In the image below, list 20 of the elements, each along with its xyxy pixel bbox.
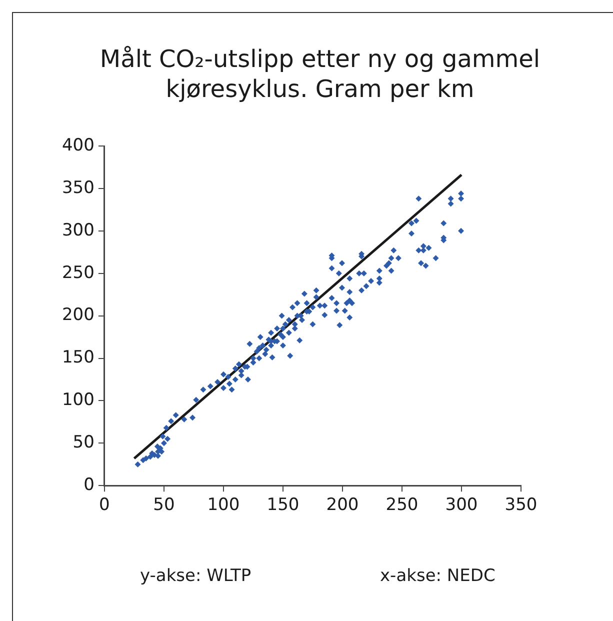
y-tick-label: 0 [84, 475, 94, 496]
y-tick-label: 200 [62, 305, 94, 326]
y-tick-label: 350 [62, 178, 94, 198]
text: y-akse: WLTP [140, 566, 252, 586]
y-tick-label: 300 [62, 220, 94, 240]
x-tick-label: 0 [99, 495, 110, 516]
x-tick-label: 350 [504, 495, 538, 516]
x-tick-label: 100 [207, 495, 240, 516]
x-tick-label: 200 [326, 495, 359, 516]
y-tick-label: 50 [72, 432, 94, 453]
chart-title: Målt CO₂-utslipp etter ny og gammel kjøresyklus. Gram per km [98, 44, 542, 104]
x-tick-label: 300 [445, 495, 478, 516]
y-tick-label: 100 [62, 390, 94, 410]
x-tick-label: 150 [266, 495, 300, 516]
y-tick-label: 250 [62, 262, 94, 283]
y-tick-label: 150 [62, 348, 94, 368]
x-tick-label: 250 [386, 495, 418, 516]
x-tick-label: 50 [153, 495, 175, 516]
text: x-akse: NEDC [380, 566, 496, 586]
y-tick-label: 400 [62, 135, 94, 156]
